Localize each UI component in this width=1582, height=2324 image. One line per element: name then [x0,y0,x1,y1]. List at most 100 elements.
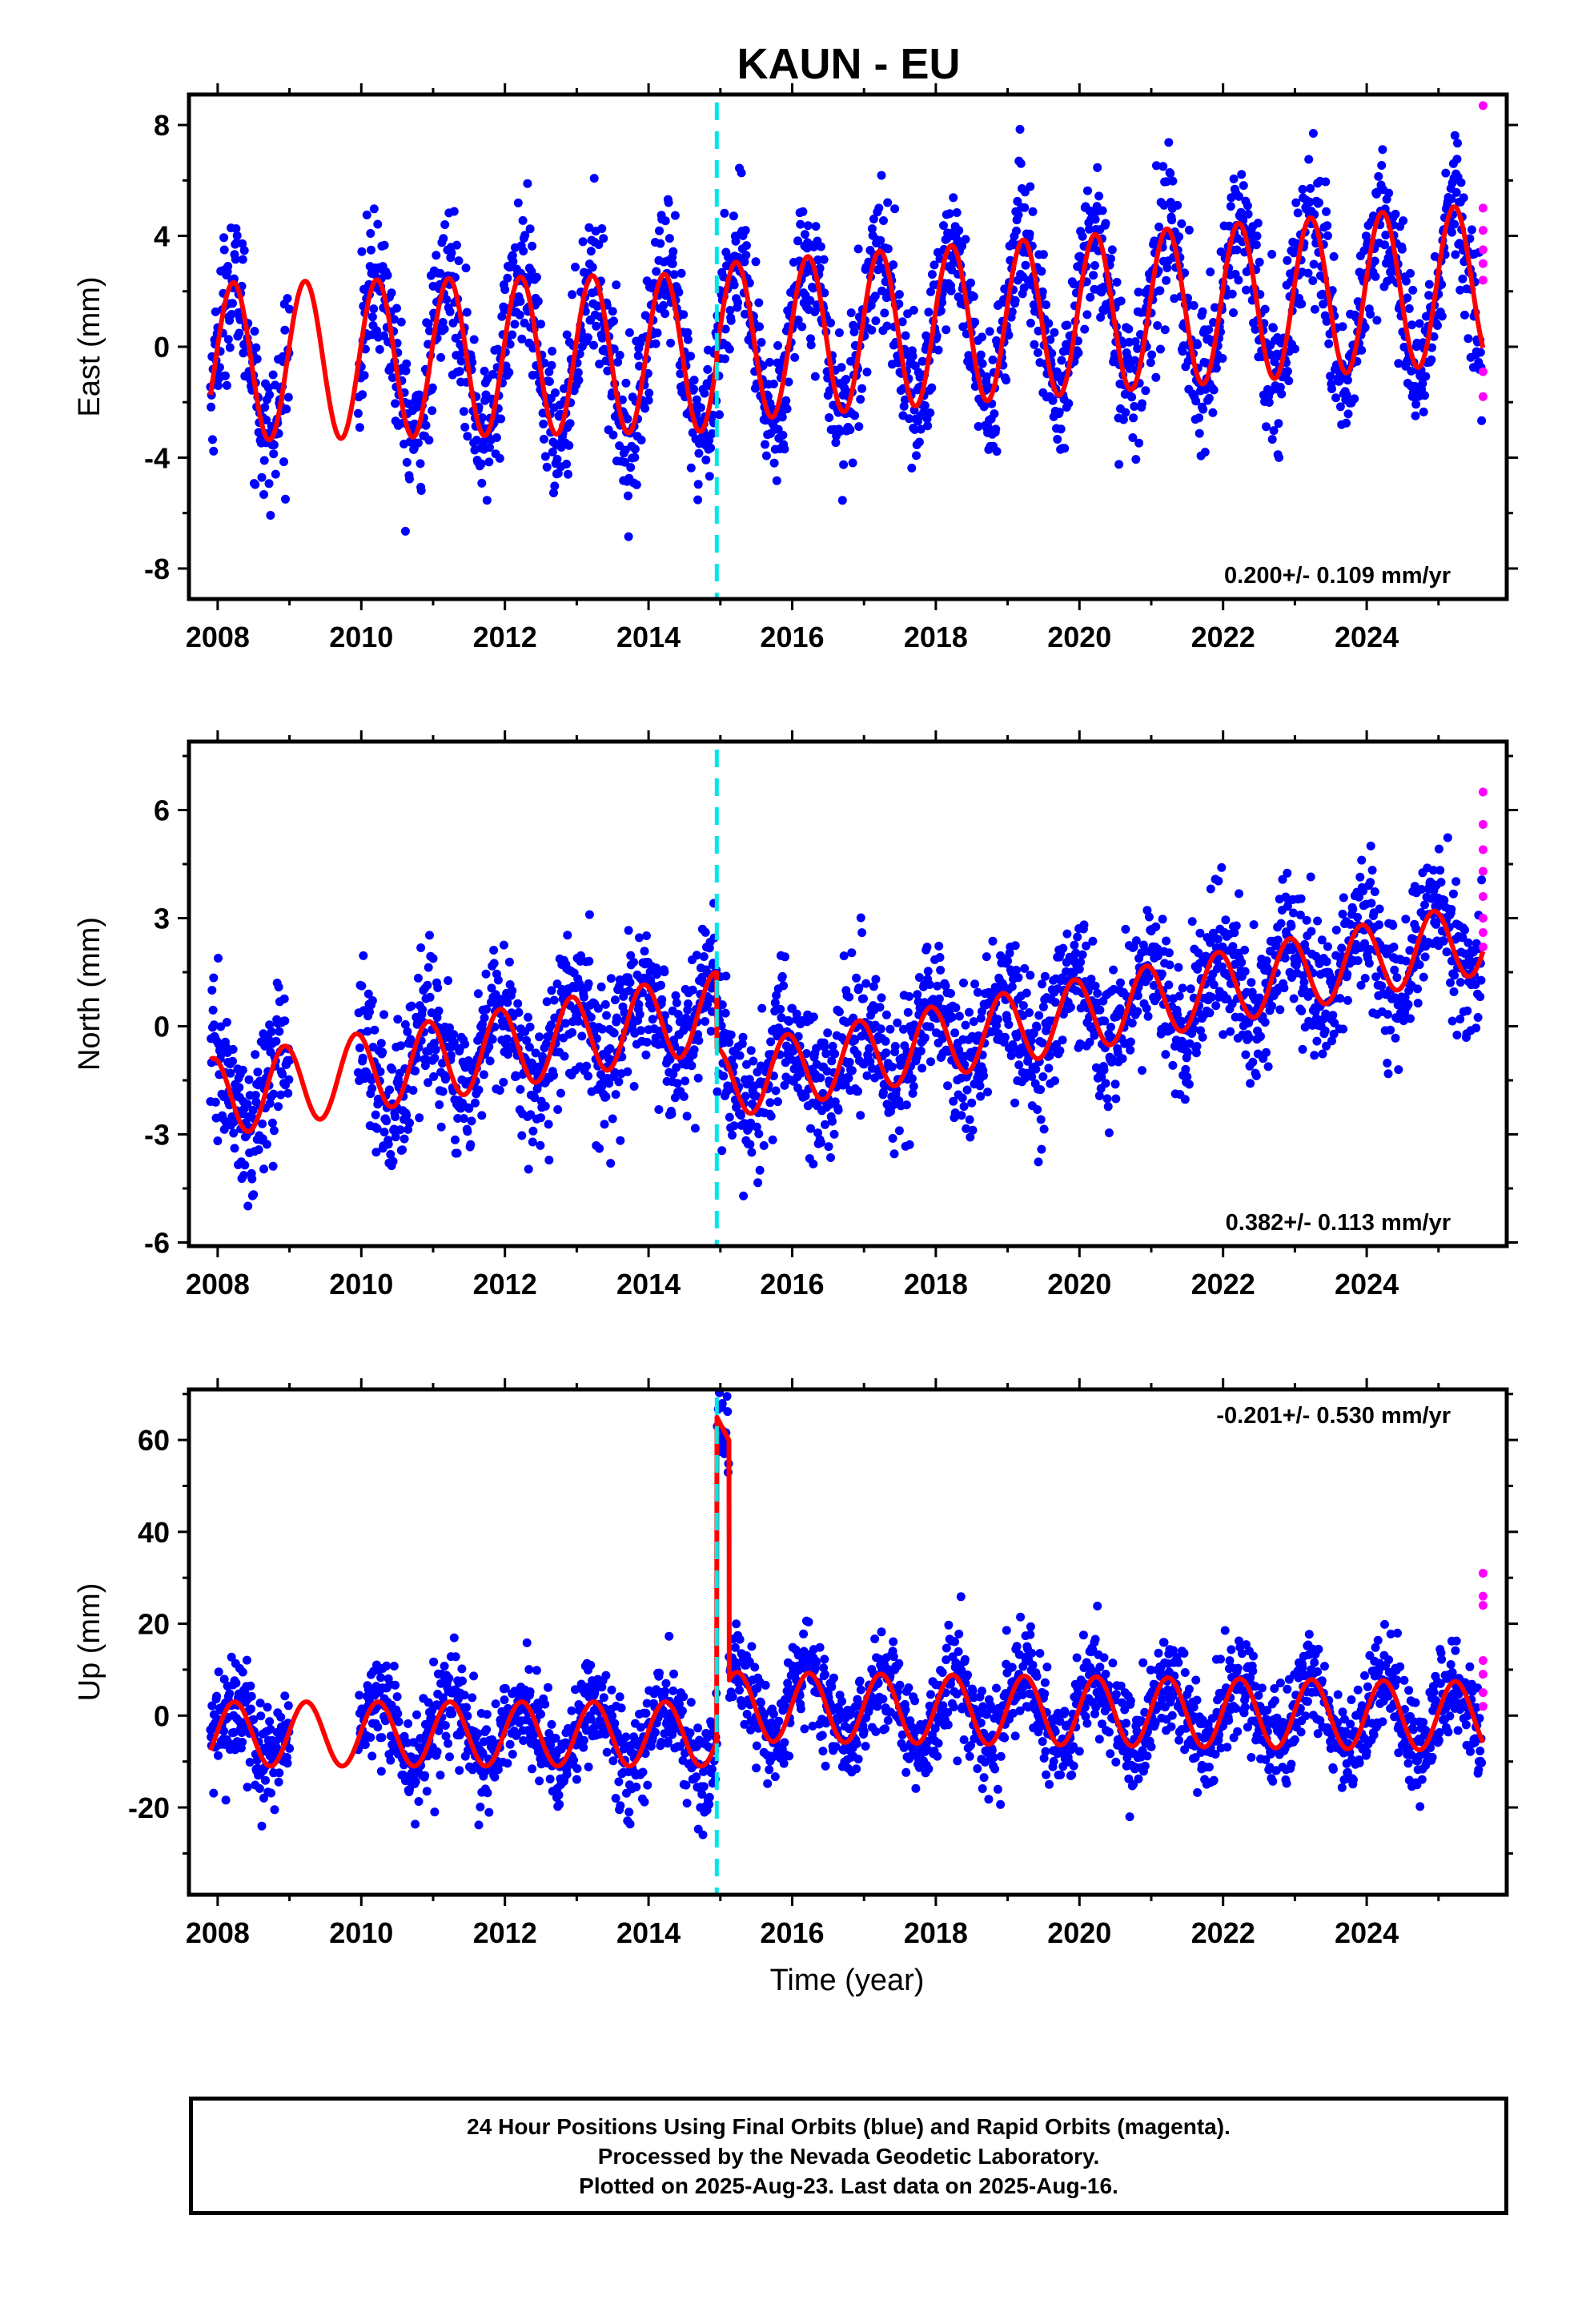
final-orbit-point [1134,438,1144,448]
final-orbit-point [532,272,541,282]
final-orbit-point [959,1102,969,1112]
final-orbit-point [1165,960,1174,970]
final-orbit-point [689,376,699,385]
final-orbit-point [776,1004,785,1014]
final-orbit-point [1028,207,1038,216]
final-orbit-point [528,1137,537,1147]
final-orbit-point [235,1083,244,1092]
final-orbit-point [1038,250,1048,259]
final-orbit-point [861,979,871,988]
final-orbit-point [1472,1023,1481,1033]
final-orbit-point [1144,973,1154,982]
final-orbit-point [1403,293,1412,303]
final-orbit-point [1206,884,1215,894]
final-orbit-point [215,363,224,372]
final-orbit-point [372,326,381,336]
final-orbit-point [461,263,471,273]
final-orbit-point [514,1007,524,1017]
final-orbit-point [455,367,464,376]
final-orbit-point [829,1129,839,1139]
final-orbit-point [1313,916,1323,926]
final-orbit-point [1456,978,1465,987]
final-orbit-point [1343,376,1352,385]
final-orbit-point [890,204,900,214]
final-orbit-point [1130,402,1139,411]
final-orbit-point [1267,1001,1277,1011]
final-orbit-point [251,343,261,352]
final-orbit-point [1323,942,1332,951]
final-orbit-point [438,1087,448,1096]
final-orbit-point [547,360,556,370]
final-orbit-point [1411,411,1420,420]
final-orbit-point [1189,301,1199,310]
rate-label: 0.382+/- 0.113 mm/yr [1226,1210,1451,1236]
final-orbit-point [1058,1035,1067,1045]
final-orbit-point [1093,988,1102,998]
final-orbit-point [936,306,946,316]
final-orbit-point [1173,200,1182,210]
final-orbit-point [1141,386,1150,396]
final-orbit-point [275,1027,284,1036]
final-orbit-point [564,440,574,450]
final-orbit-point [262,416,271,424]
final-orbit-point [452,240,461,250]
final-orbit-point [1235,889,1243,899]
final-orbit-point [1126,1037,1135,1047]
final-orbit-point [849,328,859,336]
final-orbit-point [962,1085,972,1095]
final-orbit-point [1283,868,1292,878]
final-orbit-point [1036,1085,1046,1095]
final-orbit-point [251,1091,260,1100]
final-orbit-point [577,1031,587,1041]
final-orbit-point [769,380,778,388]
final-orbit-point [466,1140,476,1149]
final-orbit-point [265,1099,275,1108]
final-orbit-point [274,1102,283,1112]
final-orbit-point [905,1140,914,1149]
final-orbit-point [1213,935,1223,944]
final-orbit-point [1458,274,1468,283]
final-orbit-point [1044,319,1054,328]
final-orbit-point [1109,965,1118,975]
final-orbit-point [471,1098,480,1108]
final-orbit-point [980,400,990,410]
final-orbit-point [927,383,937,392]
final-orbit-point [824,1142,833,1152]
final-orbit-point [1239,181,1248,191]
rapid-orbit-point [1478,259,1488,268]
final-orbit-point [1076,957,1086,967]
final-orbit-point [259,490,268,499]
final-orbit-point [595,1144,604,1153]
final-orbit-point [430,1053,440,1063]
final-orbit-point [1062,320,1072,330]
final-orbit-point [252,354,262,364]
final-orbit-point [413,438,423,448]
rapid-orbit-point [1478,367,1488,376]
final-orbit-point [1227,289,1237,299]
final-orbit-point [806,340,816,350]
rapid-orbit-point [1478,928,1488,937]
final-orbit-point [1291,198,1301,207]
final-orbit-point [679,1092,689,1101]
final-orbit-point [1004,1019,1014,1029]
rapid-orbit-point [1478,943,1488,951]
final-orbit-point [1240,967,1250,976]
final-orbit-point [612,280,621,290]
final-orbit-point [1191,396,1201,406]
final-orbit-point [741,309,749,319]
final-orbit-point [214,381,223,390]
final-orbit-point [592,321,601,331]
final-orbit-point [796,219,805,229]
final-orbit-point [949,193,958,203]
final-orbit-point [267,1118,277,1128]
final-orbit-point [1195,413,1204,423]
final-orbit-point [1408,285,1418,295]
final-orbit-point [1401,276,1411,286]
final-orbit-point [641,1050,651,1059]
final-orbit-point [633,351,643,360]
final-orbit-point [269,1089,279,1099]
final-orbit-point [965,1115,974,1124]
final-orbit-point [636,1026,645,1035]
final-orbit-point [1184,225,1194,235]
final-orbit-point [460,422,470,432]
